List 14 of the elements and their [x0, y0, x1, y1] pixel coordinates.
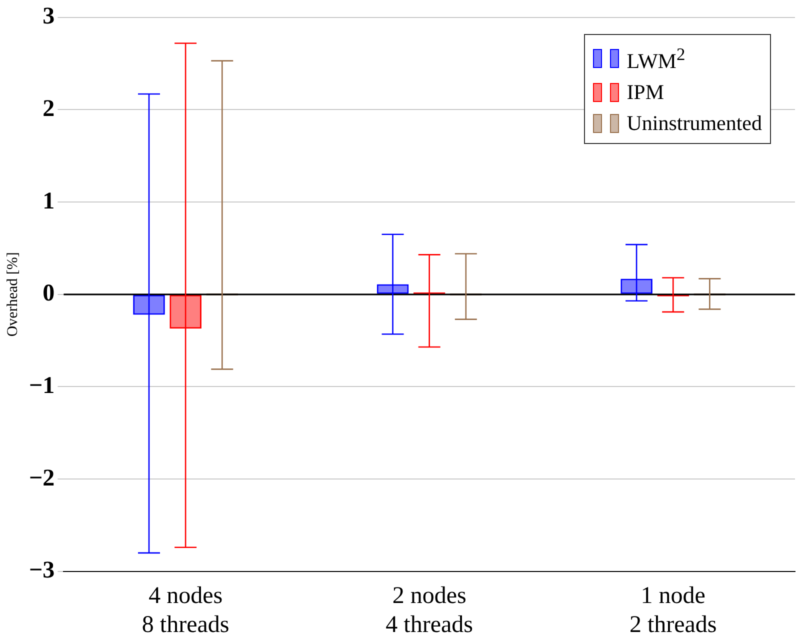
y-tick-label: −1	[28, 372, 55, 399]
x-tick-label: 4 nodes 8 threads	[142, 583, 230, 638]
x-tick-label: 1 node 2 threads	[629, 583, 717, 638]
legend-label: IPM	[626, 79, 664, 106]
y-tick-label: 2	[42, 96, 55, 122]
y-tick-label: −2	[28, 465, 55, 492]
y-tick-label: 1	[42, 188, 55, 214]
y-axis-title: Overhead [%]	[4, 252, 21, 337]
y-tick-label: −3	[28, 558, 55, 584]
legend-label: LWM$^{2}$	[626, 43, 686, 75]
x-tick-label: 2 nodes 4 threads	[386, 583, 473, 638]
y-tick-label: 0	[42, 280, 55, 307]
y-tick-label: 3	[42, 4, 55, 30]
legend-label: Uninstrumented	[626, 110, 762, 137]
